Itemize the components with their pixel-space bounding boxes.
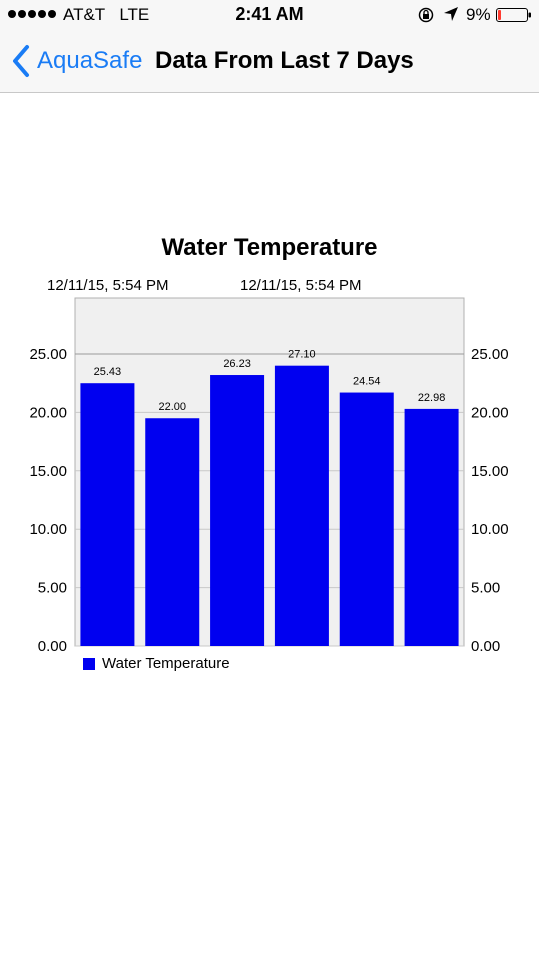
bar — [210, 375, 265, 646]
y-tick-label-left: 20.00 — [29, 404, 67, 421]
bar-value-label: 27.10 — [288, 349, 316, 361]
back-button[interactable]: AquaSafe — [10, 43, 142, 79]
bar-value-label: 22.00 — [158, 401, 186, 413]
chart-title: Water Temperature — [161, 234, 378, 261]
carrier-name: AT&T — [63, 5, 106, 24]
legend-swatch — [83, 657, 95, 670]
back-button-label: AquaSafe — [37, 47, 143, 74]
y-tick-label-left: 10.00 — [29, 521, 67, 538]
chart-legend: Water Temperature — [83, 655, 230, 672]
water-temperature-chart: Water Temperature 12/11/15, 5:54 PM 12/1… — [0, 92, 539, 692]
bar — [145, 418, 200, 646]
y-tick-label-right: 20.00 — [471, 404, 509, 421]
network-type: LTE — [119, 5, 150, 24]
chart-plot-area: 0.00 0.00 5.00 5.00 10.00 10.00 15.00 15.00 20.0… — [29, 297, 509, 655]
y-tick-label-left: 25.00 — [29, 346, 67, 363]
bar — [339, 392, 394, 646]
y-tick-label-right: 25.00 — [471, 346, 509, 363]
bar-value-label: 22.98 — [418, 392, 446, 404]
y-tick-label-right: 0.00 — [471, 638, 500, 655]
battery-percentage: 9% — [466, 5, 491, 24]
chevron-left-icon — [13, 45, 29, 77]
y-tick-label-right: 5.00 — [471, 580, 500, 597]
legend-label: Water Temperature — [102, 655, 230, 672]
bar-value-label: 24.54 — [353, 376, 381, 388]
rotation-lock-icon — [418, 7, 434, 23]
bar-value-label: 26.23 — [223, 358, 251, 370]
y-tick-label-left: 15.00 — [29, 463, 67, 480]
y-tick-label-left: 0.00 — [38, 638, 67, 655]
chart-timestamp-end: 12/11/15, 5:54 PM — [240, 277, 362, 294]
location-arrow-icon — [444, 7, 458, 21]
signal-dots-icon — [8, 10, 56, 18]
bar-value-label: 25.43 — [94, 366, 122, 378]
bar — [404, 408, 459, 646]
page-title: Data From Last 7 Days — [155, 47, 414, 74]
y-tick-label-right: 10.00 — [471, 521, 509, 538]
status-time: 2:41 AM — [235, 4, 304, 24]
bar — [80, 383, 135, 646]
carrier-label: AT&T LTE — [63, 5, 149, 25]
bar — [274, 365, 329, 646]
navigation-bar: AquaSafe Data From Last 7 Days — [0, 30, 539, 93]
battery-icon — [496, 8, 531, 22]
chart-timestamp-start: 12/11/15, 5:54 PM — [47, 277, 169, 294]
y-tick-label-right: 15.00 — [471, 463, 509, 480]
status-bar: AT&T LTE 2:41 AM 9% — [0, 0, 539, 30]
y-tick-label-left: 5.00 — [38, 580, 67, 597]
